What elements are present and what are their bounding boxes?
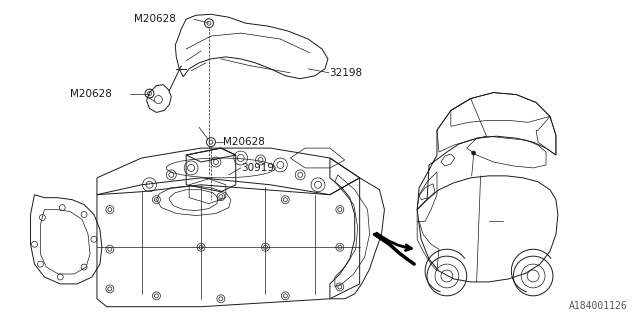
Circle shape: [472, 151, 476, 155]
Text: M20628: M20628: [223, 137, 265, 147]
Text: M20628: M20628: [70, 89, 112, 99]
Text: 30919: 30919: [241, 163, 274, 173]
Text: 32198: 32198: [329, 68, 362, 78]
Text: A184001126: A184001126: [568, 301, 627, 311]
Text: M20628: M20628: [134, 14, 175, 24]
